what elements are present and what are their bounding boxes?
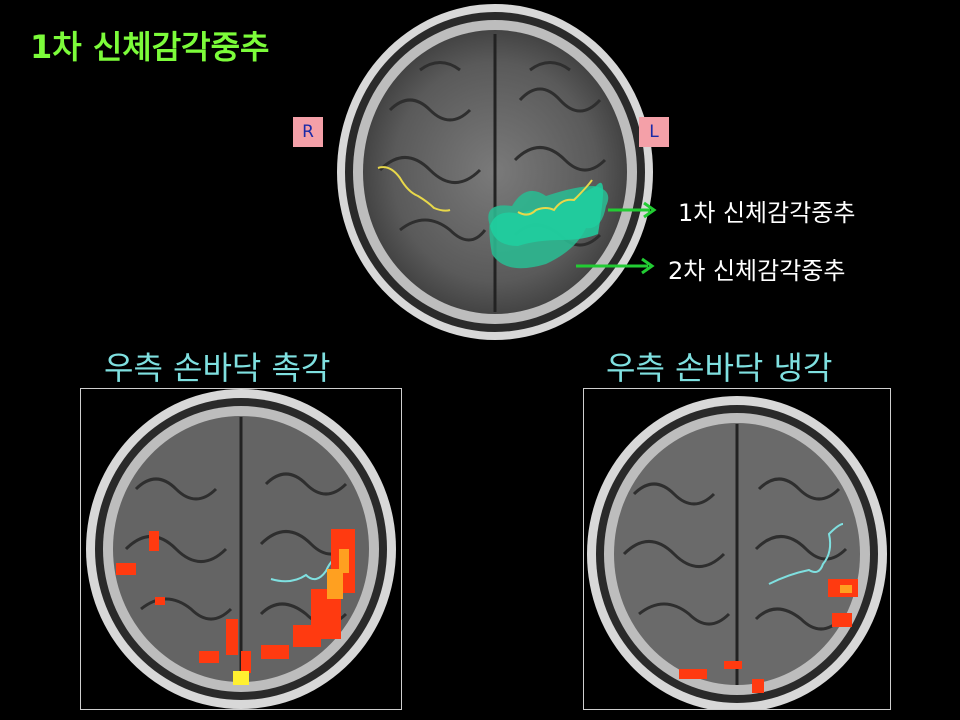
left-scan-frame [80,388,402,710]
left-panel-caption: 우측 손바닥 촉각 [104,349,331,387]
slide-title: 1차 신체감각중추 [30,28,270,66]
right-scan-frame [583,388,891,710]
secondary-somatosensory-callout: 2차 신체감각중추 [668,257,846,285]
right-hemisphere-marker: R [293,117,323,147]
left-brain-scan [86,389,396,709]
right-brain-scan [587,396,887,709]
primary-callout-arrow [608,201,657,219]
primary-somatosensory-callout: 1차 신체감각중추 [678,199,856,227]
top-brain-scan [337,4,653,340]
right-panel-caption: 우측 손바닥 냉각 [606,349,833,387]
secondary-callout-arrow [576,257,655,275]
left-hemisphere-marker: L [639,117,669,147]
